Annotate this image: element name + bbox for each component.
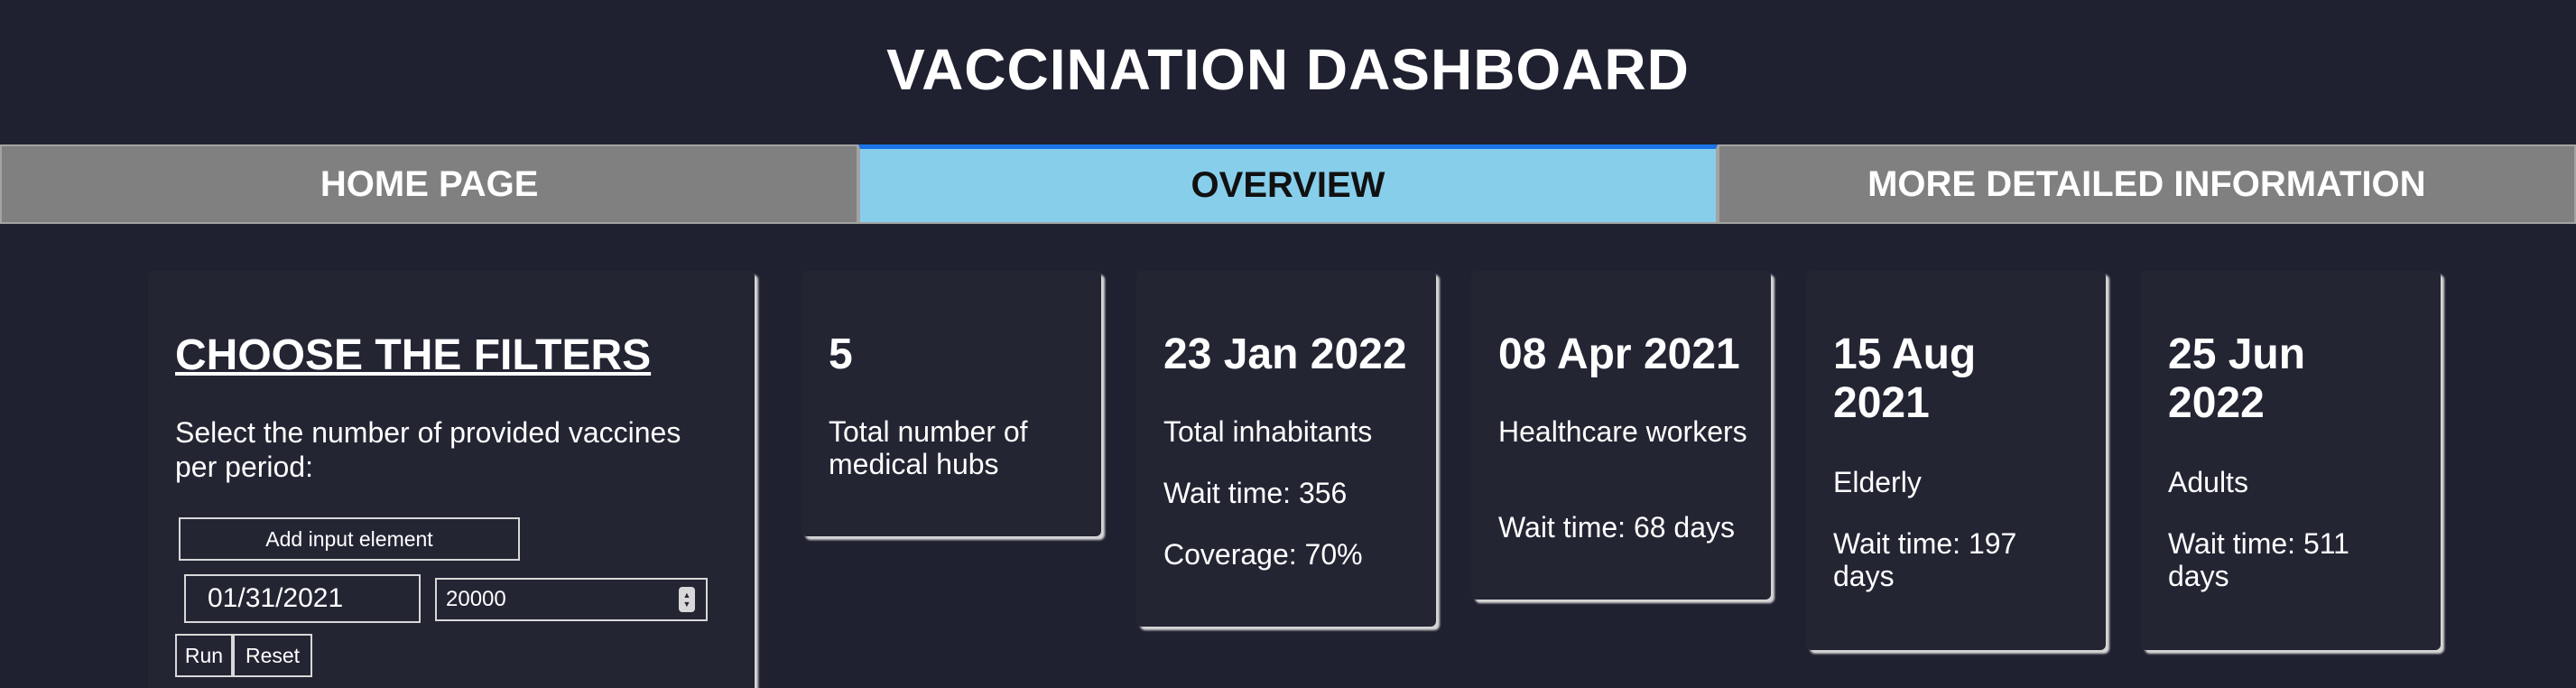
stat-wait-time: Wait time: 511 days <box>2168 527 2349 592</box>
stat-card-adults: 25 Jun 2022 Adults Wait time: 511 days <box>2141 271 2441 650</box>
filters-description: Select the number of provided vaccines p… <box>175 416 681 483</box>
tab-overview[interactable]: OVERVIEW <box>858 144 1718 224</box>
stat-value: 23 Jan 2022 <box>1163 330 1407 378</box>
tab-more-detailed-information[interactable]: MORE DETAILED INFORMATION <box>1717 144 2576 224</box>
stat-wait-time: Wait time: 197 days <box>1833 527 2017 592</box>
page-title: VACCINATION DASHBOARD <box>886 37 1690 102</box>
number-stepper-icon[interactable]: ▲ ▼ <box>679 587 695 612</box>
stat-label: Total inhabitants <box>1163 415 1373 448</box>
reset-button[interactable]: Reset <box>233 634 312 677</box>
stat-card-total-inhabitants: 23 Jan 2022 Total inhabitants Wait time:… <box>1136 271 1436 627</box>
stepper-down-icon[interactable]: ▼ <box>682 600 691 609</box>
stat-value: 15 Aug 2021 <box>1833 330 1977 427</box>
stat-label: Elderly <box>1833 466 1922 498</box>
stat-coverage: Coverage: 70% <box>1163 538 1363 571</box>
tab-home-page[interactable]: HOME PAGE <box>0 144 859 224</box>
stat-value: 08 Apr 2021 <box>1498 330 1740 378</box>
run-button[interactable]: Run <box>175 634 233 677</box>
stat-card-medical-hubs: 5 Total number of medical hubs <box>802 271 1101 536</box>
stat-value: 25 Jun 2022 <box>2168 330 2306 427</box>
vaccine-count-input[interactable] <box>437 580 663 619</box>
stat-value: 5 <box>829 330 853 378</box>
stat-label: Adults <box>2168 466 2248 498</box>
tab-bar: HOME PAGE OVERVIEW MORE DETAILED INFORMA… <box>0 144 2576 224</box>
stepper-up-icon[interactable]: ▲ <box>682 590 691 600</box>
add-input-element-button[interactable]: Add input element <box>179 517 520 561</box>
stat-label: Healthcare workers <box>1498 415 1747 448</box>
filters-heading: CHOOSE THE FILTERS <box>175 331 652 379</box>
vaccine-count-field: ▲ ▼ <box>435 578 708 621</box>
stat-card-elderly: 15 Aug 2021 Elderly Wait time: 197 days <box>1806 271 2106 650</box>
filters-card: CHOOSE THE FILTERS Select the number of … <box>148 271 755 688</box>
stat-card-healthcare-workers: 08 Apr 2021 Healthcare workers Wait time… <box>1471 271 1771 600</box>
stat-label: Total number of medical hubs <box>829 415 1028 480</box>
stat-wait-time: Wait time: 356 <box>1163 477 1348 509</box>
stat-wait-time: Wait time: 68 days <box>1498 511 1736 544</box>
date-input[interactable] <box>184 574 421 623</box>
